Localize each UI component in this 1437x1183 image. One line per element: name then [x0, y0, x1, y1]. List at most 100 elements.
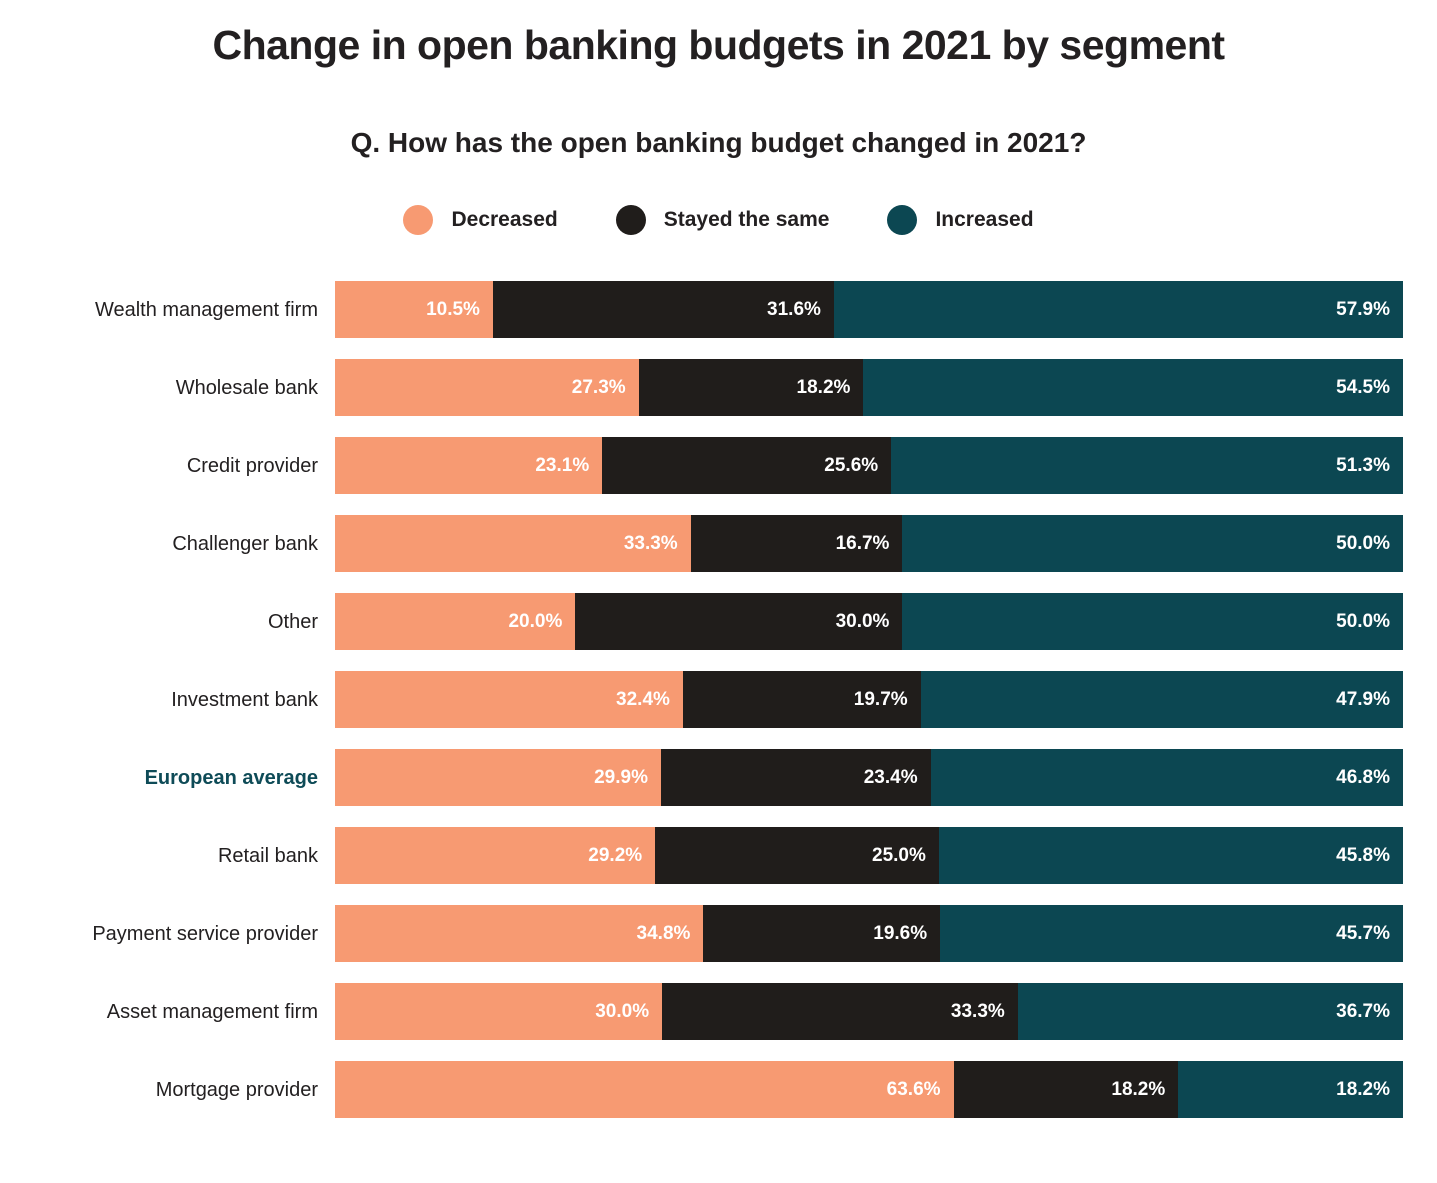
segment-value-label: 51.3%: [1336, 454, 1390, 476]
page-title: Change in open banking budgets in 2021 b…: [212, 22, 1225, 68]
stacked-bar: 10.5% 31.6% 57.9%: [335, 281, 1403, 338]
chart-rows: Wealth management firm 10.5% 31.6% 57.9%…: [0, 281, 1437, 1118]
bar-segment-increased: 54.5%: [863, 359, 1403, 416]
segment-value-label: 31.6%: [767, 298, 821, 320]
bar-segment-increased: 50.0%: [902, 593, 1403, 650]
bar-segment-stayed-same: 19.6%: [703, 905, 941, 962]
bar-segment-stayed-same: 16.7%: [690, 515, 903, 572]
chart-row: Asset management firm 30.0% 33.3% 36.7%: [0, 983, 1403, 1040]
row-label: Credit provider: [186, 454, 318, 477]
chart-row: Investment bank 32.4% 19.7% 47.9%: [0, 671, 1403, 728]
stacked-bar: 32.4% 19.7% 47.9%: [335, 671, 1403, 728]
stayed-same-swatch-icon: [615, 205, 646, 235]
segment-value-label: 10.5%: [426, 298, 480, 320]
segment-value-label: 16.7%: [835, 532, 890, 554]
bar-segment-stayed-same: 25.0%: [655, 827, 939, 884]
stacked-bar: 63.6% 18.2% 18.2%: [335, 1061, 1403, 1118]
segment-value-label: 18.2%: [1111, 1078, 1166, 1100]
bar-segment-stayed-same: 33.3%: [662, 983, 1018, 1040]
bar-segment-decreased: 20.0%: [335, 593, 576, 650]
row-label: Retail bank: [217, 844, 318, 867]
stacked-bar: 30.0% 33.3% 36.7%: [335, 983, 1403, 1040]
bar-segment-stayed-same: 19.7%: [682, 671, 921, 728]
segment-value-label: 29.2%: [588, 844, 643, 866]
bar-segment-increased: 46.8%: [930, 749, 1404, 806]
segment-value-label: 18.2%: [1336, 1078, 1390, 1100]
segment-value-label: 36.7%: [1336, 1000, 1390, 1022]
bar-segment-decreased: 32.4%: [335, 671, 683, 728]
segment-value-label: 25.0%: [872, 844, 926, 866]
segment-value-label: 63.6%: [886, 1078, 941, 1100]
bar-segment-increased: 36.7%: [1017, 983, 1403, 1040]
chart-row: Payment service provider 34.8% 19.6% 45.…: [0, 905, 1403, 962]
bar-segment-increased: 45.7%: [940, 905, 1403, 962]
chart-row: European average 29.9% 23.4% 46.8%: [0, 749, 1404, 806]
segment-value-label: 20.0%: [508, 610, 563, 632]
segment-value-label: 27.3%: [571, 376, 626, 398]
bar-segment-stayed-same: 30.0%: [575, 593, 903, 650]
stacked-bar: 27.3% 18.2% 54.5%: [335, 359, 1403, 416]
segment-value-label: 45.8%: [1336, 844, 1390, 866]
bar-segment-decreased: 33.3%: [335, 515, 691, 572]
chart-row: Challenger bank 33.3% 16.7% 50.0%: [0, 515, 1403, 572]
segment-value-label: 25.6%: [824, 454, 879, 476]
segment-value-label: 34.8%: [636, 922, 691, 944]
stacked-bar: 29.9% 23.4% 46.8%: [335, 749, 1404, 806]
bar-segment-decreased: 27.3%: [335, 359, 639, 416]
segment-value-label: 47.9%: [1336, 688, 1390, 710]
legend-item-decreased: Decreased: [403, 205, 558, 235]
legend: Decreased Stayed the same Increased: [0, 205, 1437, 235]
segment-value-label: 46.8%: [1336, 766, 1391, 788]
segment-value-label: 57.9%: [1336, 298, 1390, 320]
segment-value-label: 29.9%: [594, 766, 648, 788]
stacked-bar: 33.3% 16.7% 50.0%: [335, 515, 1403, 572]
segment-value-label: 19.7%: [853, 688, 908, 710]
bar-segment-decreased: 29.9%: [335, 749, 661, 806]
stacked-bar: 29.2% 25.0% 45.8%: [335, 827, 1403, 884]
segment-value-label: 32.4%: [616, 688, 670, 710]
chart-row: Other 20.0% 30.0% 50.0%: [0, 593, 1403, 650]
chart-row: Mortgage provider 63.6% 18.2% 18.2%: [0, 1061, 1403, 1118]
chart-question-subtitle: Q. How has the open banking budget chang…: [350, 127, 1087, 158]
bar-segment-decreased: 23.1%: [335, 437, 603, 494]
row-label: Payment service provider: [92, 922, 318, 945]
bar-segment-decreased: 63.6%: [335, 1061, 954, 1118]
stacked-bar: 23.1% 25.6% 51.3%: [335, 437, 1403, 494]
legend-item-stayed-same: Stayed the same: [615, 205, 830, 235]
chart-row: Wealth management firm 10.5% 31.6% 57.9%: [0, 281, 1403, 338]
bar-segment-decreased: 30.0%: [335, 983, 663, 1040]
chart-row: Credit provider 23.1% 25.6% 51.3%: [0, 437, 1403, 494]
segment-value-label: 19.6%: [873, 922, 928, 944]
row-label: Asset management firm: [106, 1000, 318, 1023]
bar-segment-increased: 45.8%: [938, 827, 1403, 884]
bar-segment-decreased: 34.8%: [335, 905, 704, 962]
bar-segment-decreased: 10.5%: [335, 281, 493, 338]
segment-value-label: 50.0%: [1336, 610, 1390, 632]
bar-segment-increased: 57.9%: [833, 281, 1403, 338]
bar-segment-stayed-same: 23.4%: [660, 749, 931, 806]
segment-value-label: 45.7%: [1336, 922, 1390, 944]
row-label: Wealth management firm: [94, 298, 318, 321]
bar-segment-increased: 50.0%: [902, 515, 1403, 572]
open-banking-budget-chart: Change in open banking budgets in 2021 b…: [0, 22, 1437, 1118]
bar-segment-stayed-same: 18.2%: [953, 1061, 1179, 1118]
segment-value-label: 33.3%: [623, 532, 678, 554]
segment-value-label: 18.2%: [796, 376, 851, 398]
row-label: Investment bank: [171, 688, 318, 711]
row-label: Wholesale bank: [175, 376, 318, 399]
legend-item-increased: Increased: [887, 205, 1034, 235]
segment-value-label: 30.0%: [595, 1000, 650, 1022]
legend-label-stayed-same: Stayed the same: [663, 208, 830, 231]
segment-value-label: 23.4%: [863, 766, 918, 788]
chart-row: Retail bank 29.2% 25.0% 45.8%: [0, 827, 1403, 884]
legend-label-increased: Increased: [935, 208, 1034, 231]
row-label: Mortgage provider: [155, 1078, 318, 1101]
increased-swatch-icon: [887, 205, 918, 235]
row-label: Other: [267, 610, 318, 633]
row-label: European average: [144, 766, 318, 789]
legend-label-decreased: Decreased: [451, 208, 558, 231]
stacked-bar: 34.8% 19.6% 45.7%: [335, 905, 1403, 962]
bar-segment-decreased: 29.2%: [335, 827, 656, 884]
row-label: Challenger bank: [172, 532, 318, 555]
segment-value-label: 33.3%: [950, 1000, 1005, 1022]
